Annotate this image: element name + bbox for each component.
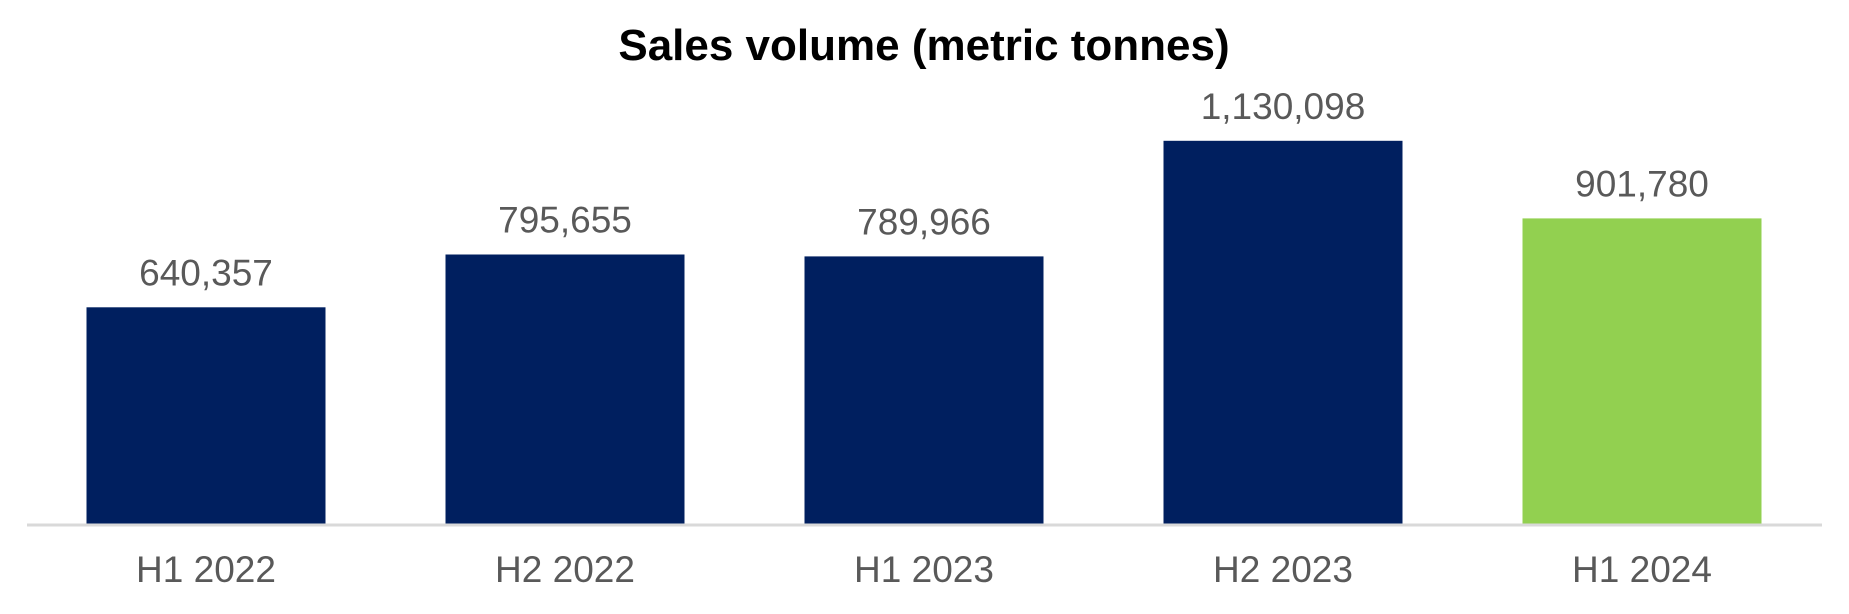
bar-h1-2023 bbox=[804, 256, 1044, 525]
bar-h1-2022 bbox=[86, 307, 326, 525]
data-label-h2-2022: 795,655 bbox=[498, 200, 632, 241]
bar-h1-2024 bbox=[1522, 218, 1762, 525]
x-tick-labels-group: H1 2022 H2 2022 H1 2023 H2 2023 H1 2024 bbox=[136, 549, 1712, 590]
data-label-h1-2022: 640,357 bbox=[139, 252, 273, 293]
data-label-h2-2023: 1,130,098 bbox=[1201, 86, 1366, 127]
bar-h2-2023 bbox=[1163, 140, 1403, 526]
x-tick-label-h1-2024: H1 2024 bbox=[1572, 549, 1712, 590]
bar-h2-2022 bbox=[445, 254, 685, 525]
bars-group bbox=[86, 140, 1762, 526]
x-tick-label-h2-2022: H2 2022 bbox=[495, 549, 635, 590]
x-tick-label-h2-2023: H2 2023 bbox=[1213, 549, 1353, 590]
data-label-h1-2024: 901,780 bbox=[1575, 163, 1709, 204]
x-tick-label-h1-2023: H1 2023 bbox=[854, 549, 994, 590]
data-label-h1-2023: 789,966 bbox=[857, 201, 991, 242]
chart-title: Sales volume (metric tonnes) bbox=[618, 21, 1229, 70]
value-labels-group: 640,357 795,655 789,966 1,130,098 901,780 bbox=[139, 86, 1709, 293]
x-tick-label-h1-2022: H1 2022 bbox=[136, 549, 276, 590]
